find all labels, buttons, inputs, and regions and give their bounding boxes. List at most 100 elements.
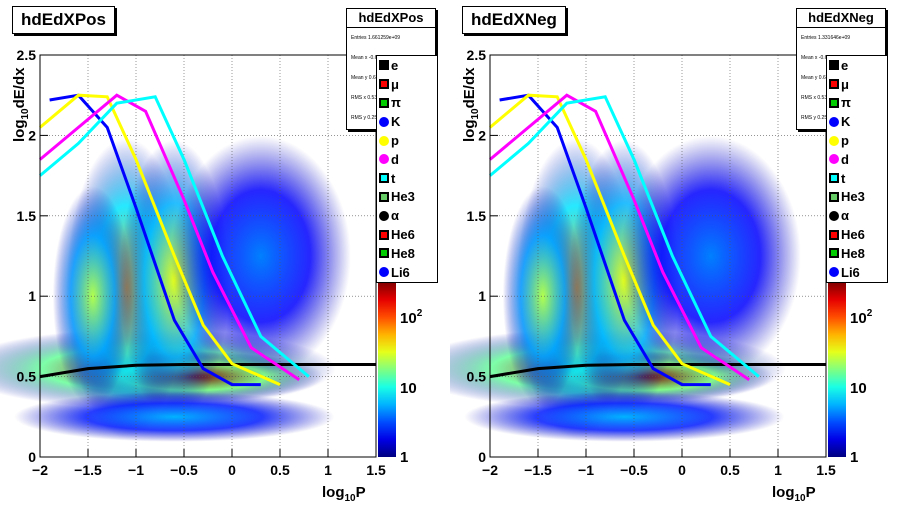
legend-entry: π — [827, 94, 887, 113]
legend-label: π — [391, 95, 401, 111]
histogram-title: hdEdXPos — [12, 6, 116, 34]
curve-e — [39, 363, 376, 379]
plot-svg: −2 −1.5 −1 −0.5 0 0.5 1 1.5 0 0.5 1 1.5 2 2.5 log10P lo… — [450, 47, 873, 504]
x-tick-label: 0 — [678, 462, 686, 478]
x-tick-label: −2 — [482, 462, 498, 478]
grid — [40, 55, 376, 457]
x-tick-label: 1.5 — [816, 462, 836, 478]
legend-label: α — [391, 208, 399, 224]
legend-marker-icon — [829, 173, 839, 184]
x-tick-label: 0.5 — [270, 462, 290, 478]
y-axis-label: log10dE/dx — [461, 67, 481, 142]
y-tick-label: 0 — [478, 449, 486, 465]
stats-row: RMS y 0.2547 — [801, 115, 833, 121]
legend-marker-icon — [829, 191, 839, 202]
legend-marker-icon — [829, 79, 839, 90]
legend-entry: Li6 — [827, 263, 887, 282]
legend-marker-icon — [829, 135, 839, 146]
stats-row: Mean x -0.6099 — [801, 55, 836, 61]
legend-marker-icon — [829, 248, 839, 259]
stats-row: Mean y 0.6252 — [801, 75, 835, 81]
legend-entry: α — [827, 206, 887, 225]
x-tick-label: 1 — [774, 462, 782, 478]
legend-label: He3 — [841, 189, 865, 205]
stats-row: Entries 1.661259e+09 — [351, 35, 401, 41]
density-blob — [502, 186, 583, 407]
legend-label: t — [841, 170, 846, 186]
stats-title: hdEdXPos — [347, 9, 435, 28]
curve-t — [489, 95, 760, 378]
legend-marker-icon — [829, 154, 839, 165]
legend-entry: d — [377, 150, 437, 169]
legend-marker-icon — [379, 173, 389, 184]
legend-entry: K — [377, 112, 437, 131]
legend-marker-icon — [379, 60, 389, 71]
x-tick-label: −1 — [128, 462, 144, 478]
legend-entry: p — [377, 131, 437, 150]
legend-entry: α — [377, 206, 437, 225]
y-tick-label: 0 — [28, 449, 36, 465]
legend-label: p — [391, 133, 399, 149]
x-tick-label: −0.5 — [620, 462, 648, 478]
legend-entry: μ — [377, 75, 437, 94]
legend-label: d — [391, 151, 399, 167]
legend-label: μ — [841, 76, 849, 92]
y-tick-label: 0.5 — [17, 369, 37, 385]
density-blob — [14, 391, 335, 442]
stats-title: hdEdXNeg — [797, 9, 885, 28]
density-blob — [620, 136, 801, 376]
y-axis-label: log10dE/dx — [11, 67, 31, 142]
legend-marker-icon — [379, 135, 389, 146]
x-tick-label: −1.5 — [524, 462, 552, 478]
legend-marker-icon — [829, 210, 839, 221]
legend-label: He6 — [841, 227, 865, 243]
legend-marker-icon — [829, 116, 839, 127]
legend-marker-icon — [829, 97, 839, 108]
colorbar-tick-label: 102 — [850, 308, 873, 327]
legend-entry: t — [377, 169, 437, 188]
density-blob — [170, 136, 351, 376]
legend-entry: e — [377, 56, 437, 75]
colorbar — [828, 282, 846, 457]
legend-marker-icon — [379, 154, 389, 165]
legend-entry: He8 — [827, 244, 887, 263]
x-tick-label: −1.5 — [74, 462, 102, 478]
legend-entry: He8 — [377, 244, 437, 263]
x-tick-label: 0 — [228, 462, 236, 478]
stats-row: Mean x -0.6029 — [351, 55, 386, 61]
curve-p — [39, 93, 281, 386]
x-tick-label: −1 — [578, 462, 594, 478]
stats-row: Mean y 0.6248 — [351, 75, 385, 81]
legend-marker-icon — [829, 267, 839, 278]
x-tick-label: 1 — [324, 462, 332, 478]
legend-label: t — [391, 170, 396, 186]
legend-entry: π — [377, 94, 437, 113]
legend-entry: K — [827, 112, 887, 131]
legend-label: K — [841, 114, 851, 130]
legend-label: e — [841, 57, 849, 73]
panel-hdedxneg: −2 −1.5 −1 −0.5 0 0.5 1 1.5 0 0.5 1 1.5 2 2.5 log10P lo… — [450, 0, 900, 514]
curve-K — [49, 93, 261, 387]
legend-label: p — [841, 133, 849, 149]
y-tick-label: 1.5 — [17, 208, 37, 224]
x-axis-label: log10P — [772, 484, 816, 504]
colorbar-tick-label: 102 — [400, 308, 423, 327]
legend-label: Li6 — [391, 264, 410, 280]
curve-e — [489, 363, 826, 379]
colorbar — [378, 282, 396, 457]
stats-row: Entries 1.331646e+09 — [801, 35, 851, 41]
y-tick-label: 1 — [478, 288, 486, 304]
heatmap-density — [0, 136, 351, 442]
legend-entry: Li6 — [377, 263, 437, 282]
curve-t — [39, 95, 310, 378]
panel-hdedxpos: −2 −1.5 −1 −0.5 0 0.5 1 1.5 0 0.5 1 1.5 2 2.5 log10P lo… — [0, 6, 438, 504]
legend-label: Li6 — [841, 264, 860, 280]
stats-row: RMS x 0.5309 — [801, 95, 833, 101]
legend-marker-icon — [379, 191, 389, 202]
legend-marker-icon — [379, 79, 389, 90]
legend-label: K — [391, 114, 401, 130]
legend-label: He3 — [391, 189, 415, 205]
x-tick-label: −2 — [32, 462, 48, 478]
